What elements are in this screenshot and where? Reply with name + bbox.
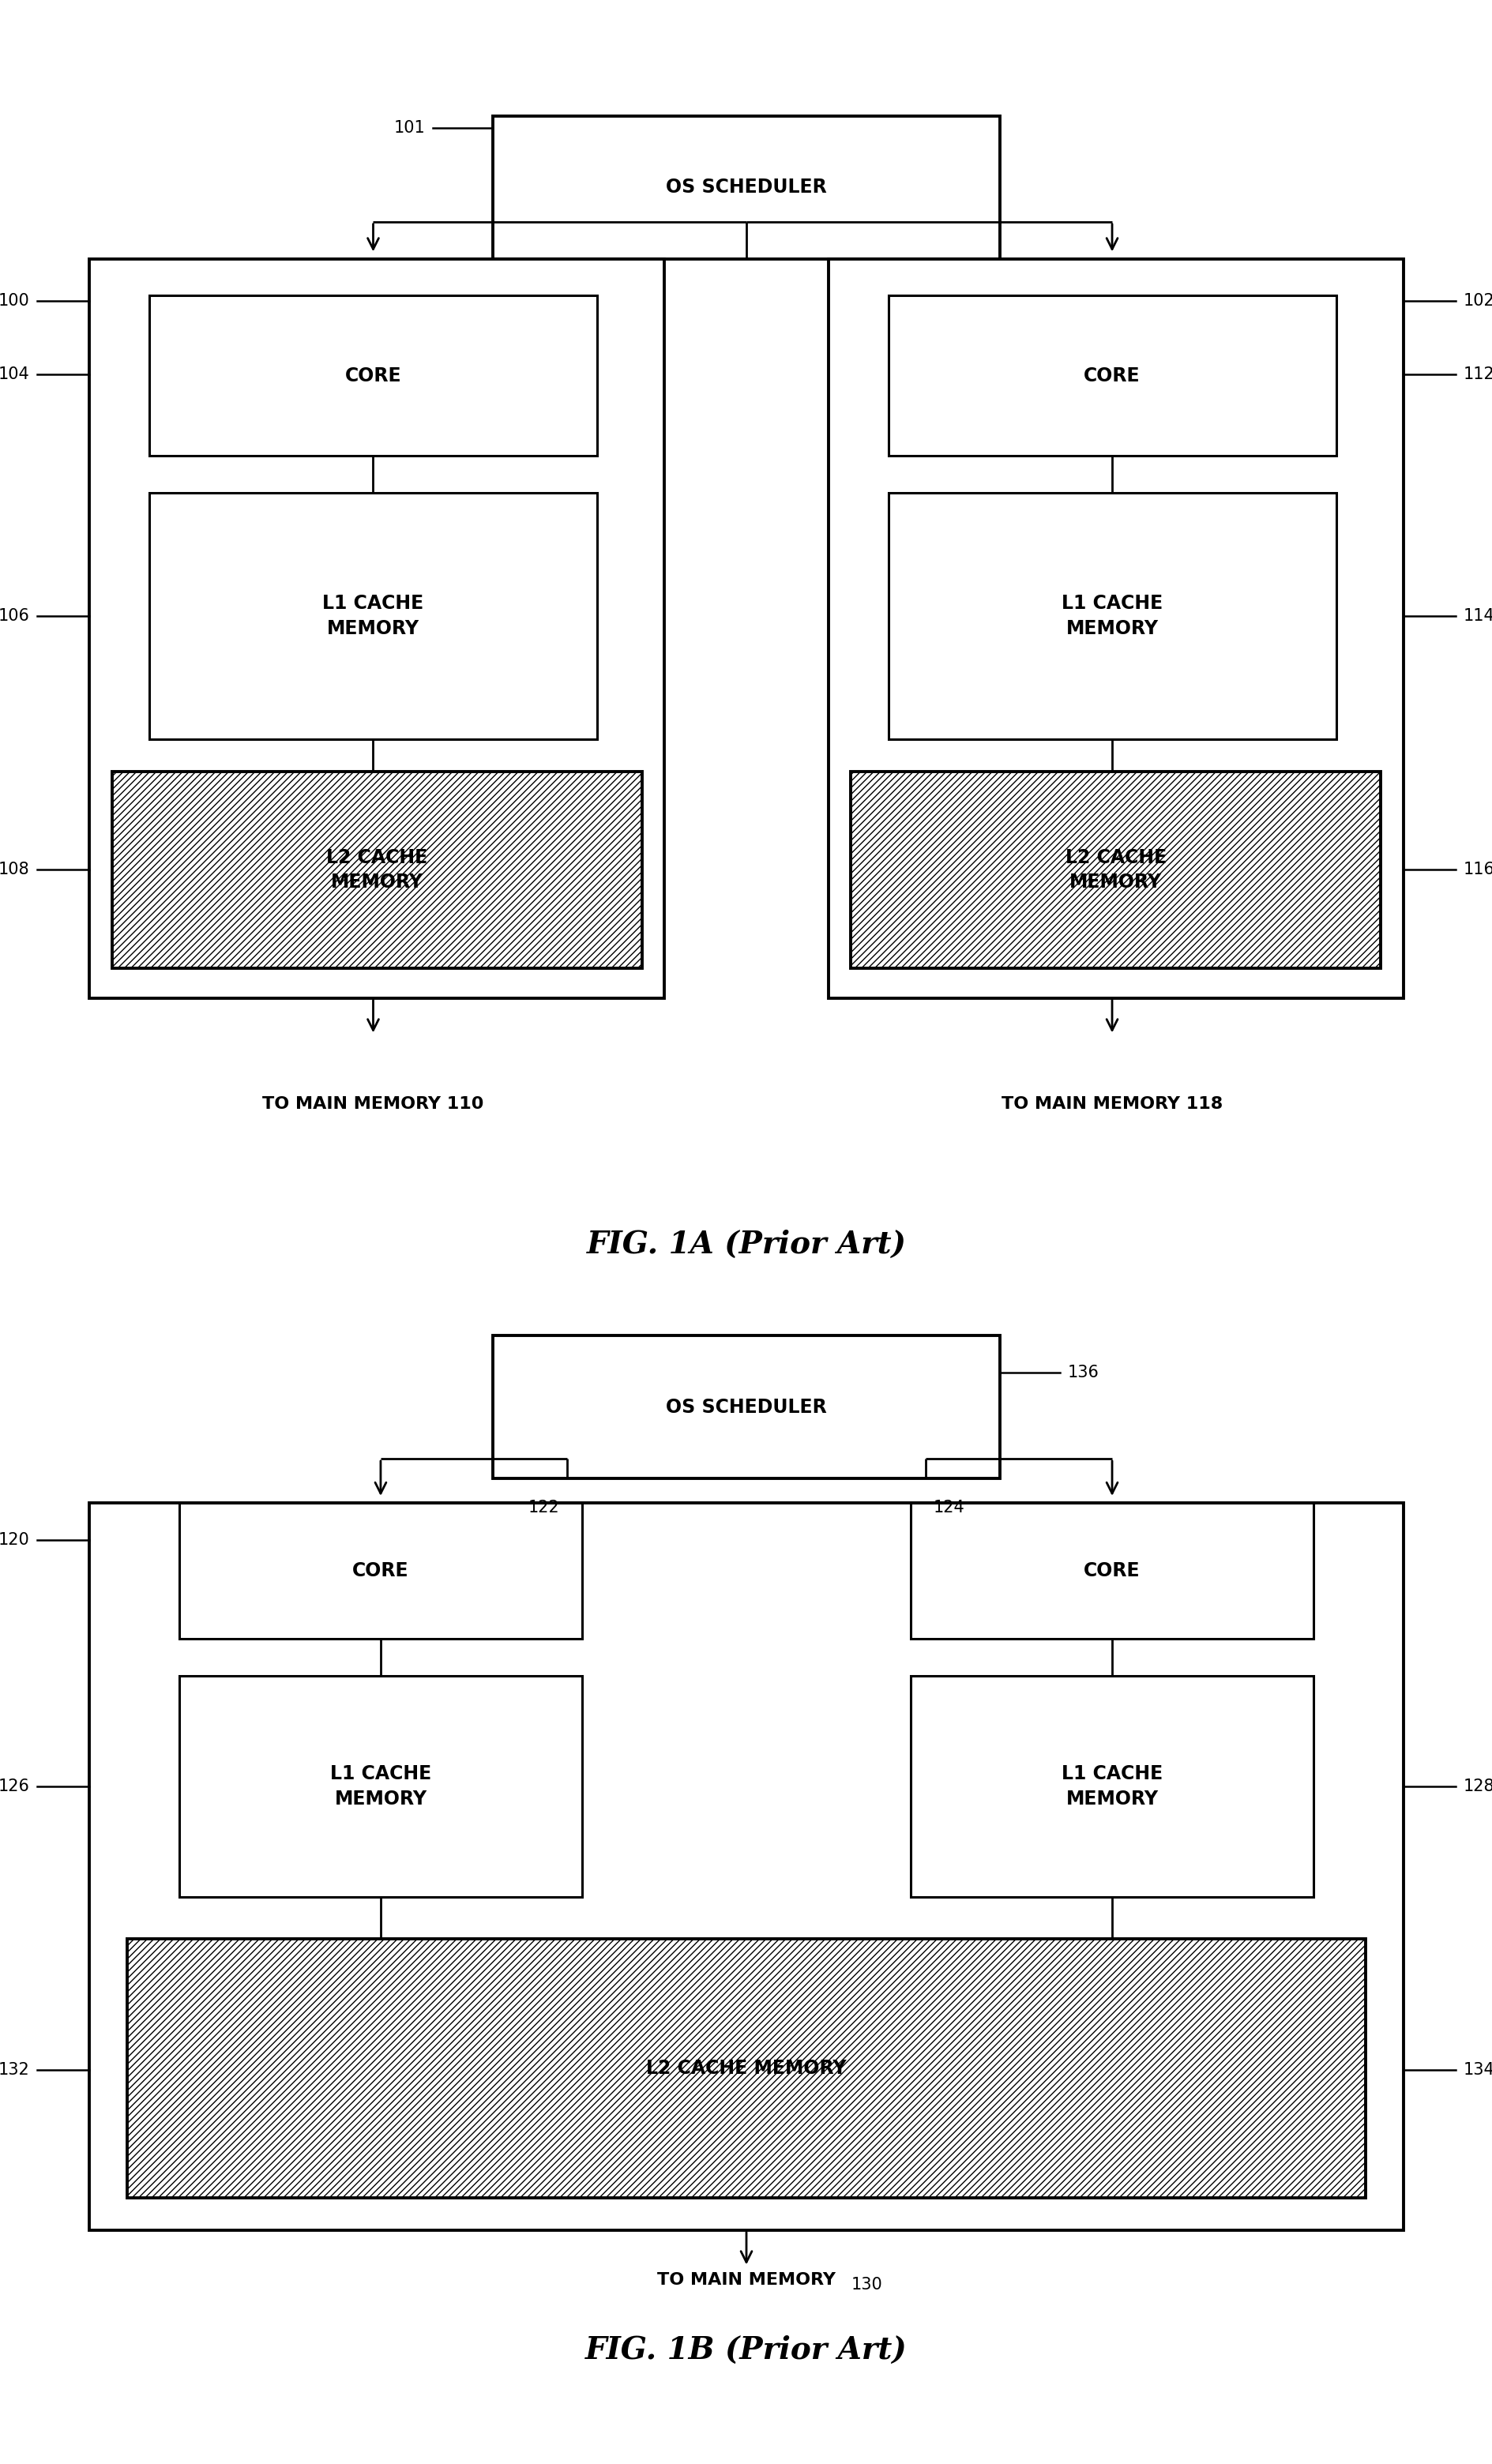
Bar (910, 1676, 1313, 1897)
Bar (149, 493, 597, 739)
Text: L2 CACHE
MEMORY: L2 CACHE MEMORY (1065, 848, 1165, 892)
Text: 108: 108 (0, 862, 30, 877)
Bar (179, 1676, 582, 1897)
Text: 124: 124 (932, 1501, 964, 1515)
Bar (127, 1939, 1365, 2198)
Text: 114: 114 (1462, 609, 1492, 623)
Text: L2 CACHE MEMORY: L2 CACHE MEMORY (646, 2060, 846, 2077)
Text: L2 CACHE
MEMORY: L2 CACHE MEMORY (327, 848, 427, 892)
Text: FIG. 1B (Prior Art): FIG. 1B (Prior Art) (585, 2336, 907, 2365)
Text: 128: 128 (1462, 1779, 1492, 1794)
Text: L1 CACHE
MEMORY: L1 CACHE MEMORY (330, 1764, 431, 1809)
Bar (910, 1503, 1313, 1639)
Text: 134: 134 (1462, 2062, 1492, 2077)
Text: 104: 104 (0, 367, 30, 382)
Text: L1 CACHE
MEMORY: L1 CACHE MEMORY (1061, 1764, 1162, 1809)
Text: 136: 136 (1067, 1365, 1098, 1380)
Bar (492, 116, 1000, 259)
Text: OS SCHEDULER: OS SCHEDULER (665, 1397, 827, 1417)
Text: CORE: CORE (352, 1562, 409, 1579)
Text: 112: 112 (1462, 367, 1492, 382)
Text: CORE: CORE (1083, 1562, 1140, 1579)
Text: 126: 126 (0, 1779, 30, 1794)
Bar (179, 1503, 582, 1639)
Text: 101: 101 (394, 121, 425, 136)
Bar (90, 1503, 1402, 2230)
Bar (492, 1335, 1000, 1478)
Text: L1 CACHE
MEMORY: L1 CACHE MEMORY (1061, 594, 1162, 638)
Text: CORE: CORE (1083, 367, 1140, 384)
Text: 100: 100 (0, 293, 30, 308)
Bar (90, 259, 664, 998)
Text: FIG. 1A (Prior Art): FIG. 1A (Prior Art) (586, 1230, 906, 1259)
Bar (888, 296, 1335, 456)
Text: L1 CACHE
MEMORY: L1 CACHE MEMORY (322, 594, 424, 638)
Bar (888, 493, 1335, 739)
Text: 116: 116 (1462, 862, 1492, 877)
Text: TO MAIN MEMORY: TO MAIN MEMORY (656, 2272, 836, 2287)
Text: 132: 132 (0, 2062, 30, 2077)
Bar (828, 259, 1402, 998)
Text: 130: 130 (850, 2277, 882, 2292)
Text: 120: 120 (0, 1533, 30, 1547)
Bar (112, 771, 642, 968)
Bar (149, 296, 597, 456)
Text: CORE: CORE (345, 367, 401, 384)
Text: 122: 122 (528, 1501, 560, 1515)
Text: 102: 102 (1462, 293, 1492, 308)
Text: TO MAIN MEMORY 118: TO MAIN MEMORY 118 (1001, 1096, 1222, 1111)
Text: OS SCHEDULER: OS SCHEDULER (665, 177, 827, 197)
Bar (850, 771, 1380, 968)
Text: TO MAIN MEMORY 110: TO MAIN MEMORY 110 (263, 1096, 483, 1111)
Text: 106: 106 (0, 609, 30, 623)
